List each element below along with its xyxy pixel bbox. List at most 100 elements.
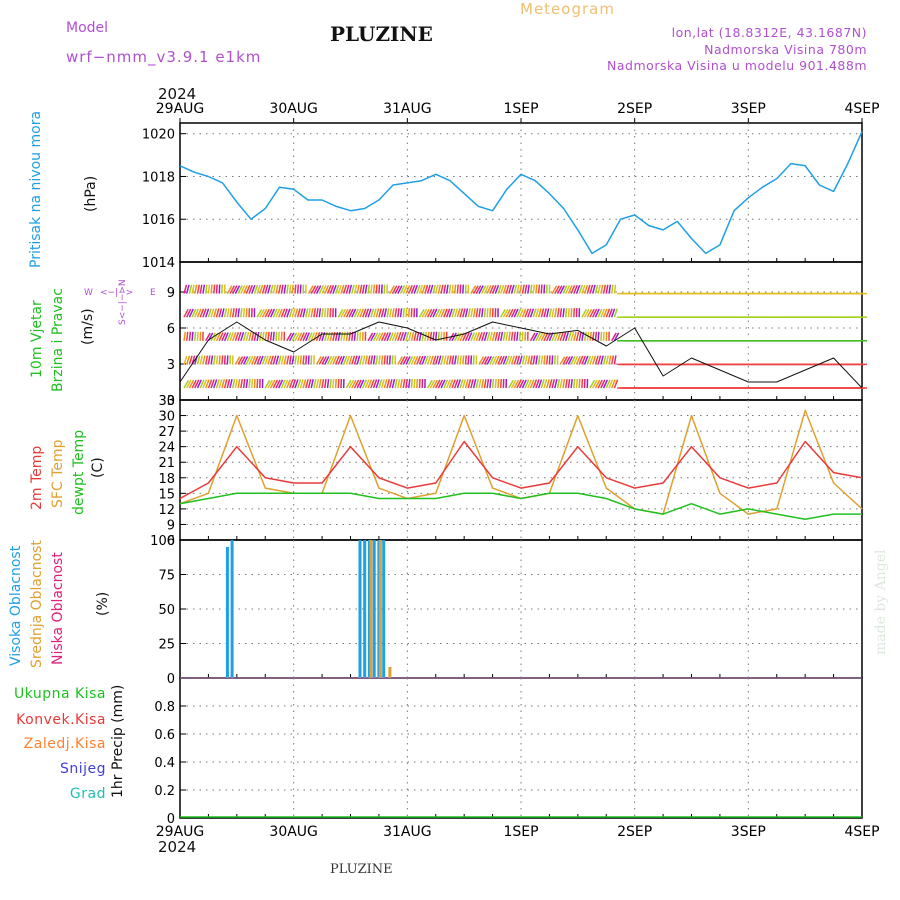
wind-barb	[578, 284, 584, 294]
cloud-bar	[382, 540, 386, 678]
lonlat-text: lon,lat (18.8312E, 43.1687N)	[671, 25, 867, 40]
wind-barb	[489, 379, 492, 389]
wind-barb	[521, 355, 526, 365]
wind-barb	[196, 308, 202, 318]
wind-barb	[456, 355, 460, 365]
wind-barb	[551, 285, 558, 294]
temperature-ytick-label: 9	[167, 518, 175, 533]
wind-barb	[399, 331, 405, 342]
wind-barb	[545, 355, 549, 365]
wind-barb	[434, 355, 439, 365]
wind-barb	[540, 308, 545, 318]
wind-barb	[256, 309, 263, 318]
wind-barb	[467, 332, 473, 342]
wind-barb	[537, 308, 542, 318]
wind-barb	[294, 284, 297, 294]
pressure-ytick-label: 1018	[142, 170, 175, 185]
wind-barb	[518, 331, 522, 341]
precip-legend-graupel: Grad	[69, 786, 106, 802]
wind-barb	[445, 379, 451, 389]
wind-barb	[299, 379, 304, 389]
wind-barb	[402, 378, 406, 389]
wind-barb	[345, 379, 352, 389]
wind-barb	[196, 331, 199, 341]
wind-barb	[529, 355, 533, 365]
wind-barb	[348, 331, 351, 341]
wind-barb	[402, 285, 408, 294]
wind-barb	[459, 284, 462, 294]
wind-barb	[467, 379, 472, 389]
wind-barb	[256, 378, 259, 389]
wind-barb	[370, 332, 376, 342]
wind-barb	[613, 332, 620, 342]
wind-barb	[226, 308, 230, 318]
wind-barb	[207, 355, 211, 365]
wind-barb	[462, 284, 465, 294]
wind-barb	[321, 308, 324, 318]
precipitation-ytick-label: 0.4	[154, 756, 175, 771]
wind-barb	[186, 379, 192, 389]
wind-barb	[221, 308, 225, 318]
wind-barb	[567, 356, 574, 365]
wind-barb	[462, 355, 465, 365]
wind-barb	[188, 355, 193, 365]
wind-barb	[380, 379, 385, 389]
wind-barb	[545, 308, 550, 318]
wind-barb	[556, 308, 560, 318]
wind-barb	[275, 355, 280, 365]
wind-barb	[277, 331, 280, 341]
wind-barb	[372, 308, 377, 318]
wind-barb	[342, 284, 348, 294]
wind-barb	[486, 285, 492, 294]
wind-barb	[407, 308, 411, 318]
wind-barb	[299, 308, 304, 318]
wind-barb	[508, 355, 513, 365]
wind-barb	[516, 331, 519, 341]
wind-barb	[440, 379, 446, 389]
wind-barb	[364, 379, 370, 389]
wind-barb	[215, 308, 220, 318]
wind-barb	[575, 378, 579, 389]
wind-barb	[253, 284, 259, 294]
wind-barb	[321, 356, 327, 365]
wind-ytick-label: 6	[167, 322, 175, 337]
wind-barb	[315, 379, 320, 389]
wind-barb	[242, 356, 249, 365]
wind-barb	[278, 379, 284, 389]
wind-barb	[418, 309, 425, 318]
wind-barb	[613, 284, 617, 294]
wind-barb	[286, 284, 289, 294]
wind-barb	[594, 284, 599, 294]
wind-barb	[529, 308, 535, 318]
wind-barb	[345, 284, 350, 294]
wind-barb	[332, 378, 335, 389]
wind-barb	[364, 355, 368, 365]
wind-barb	[424, 331, 428, 341]
cloud-bar	[363, 540, 367, 678]
wind-barb	[326, 331, 331, 341]
wind-barb	[475, 332, 481, 342]
bottom-date-label: 30AUG	[269, 824, 318, 840]
wind-barb	[302, 332, 308, 342]
wind-barb	[405, 378, 408, 389]
wind-barb	[299, 284, 302, 294]
wind-barb	[600, 284, 604, 294]
wind-barb	[426, 308, 433, 318]
wind-barb	[332, 355, 338, 365]
wind-barb	[405, 331, 410, 341]
wind-barb	[589, 379, 596, 389]
wind-barb	[597, 355, 602, 365]
wind-barb	[345, 308, 352, 318]
wind-barb	[280, 284, 284, 294]
wind-barb	[234, 308, 238, 318]
wind-barb	[510, 355, 516, 365]
wind-barb	[294, 308, 299, 318]
wind-barb	[551, 332, 557, 342]
wind-barb	[307, 355, 310, 365]
top-date-label: 31AUG	[383, 101, 432, 117]
wind-barb	[586, 284, 591, 294]
wind-barb	[296, 379, 302, 389]
wind-barb	[378, 355, 381, 365]
wind-barb	[334, 355, 340, 365]
model-label: Model	[66, 20, 109, 36]
